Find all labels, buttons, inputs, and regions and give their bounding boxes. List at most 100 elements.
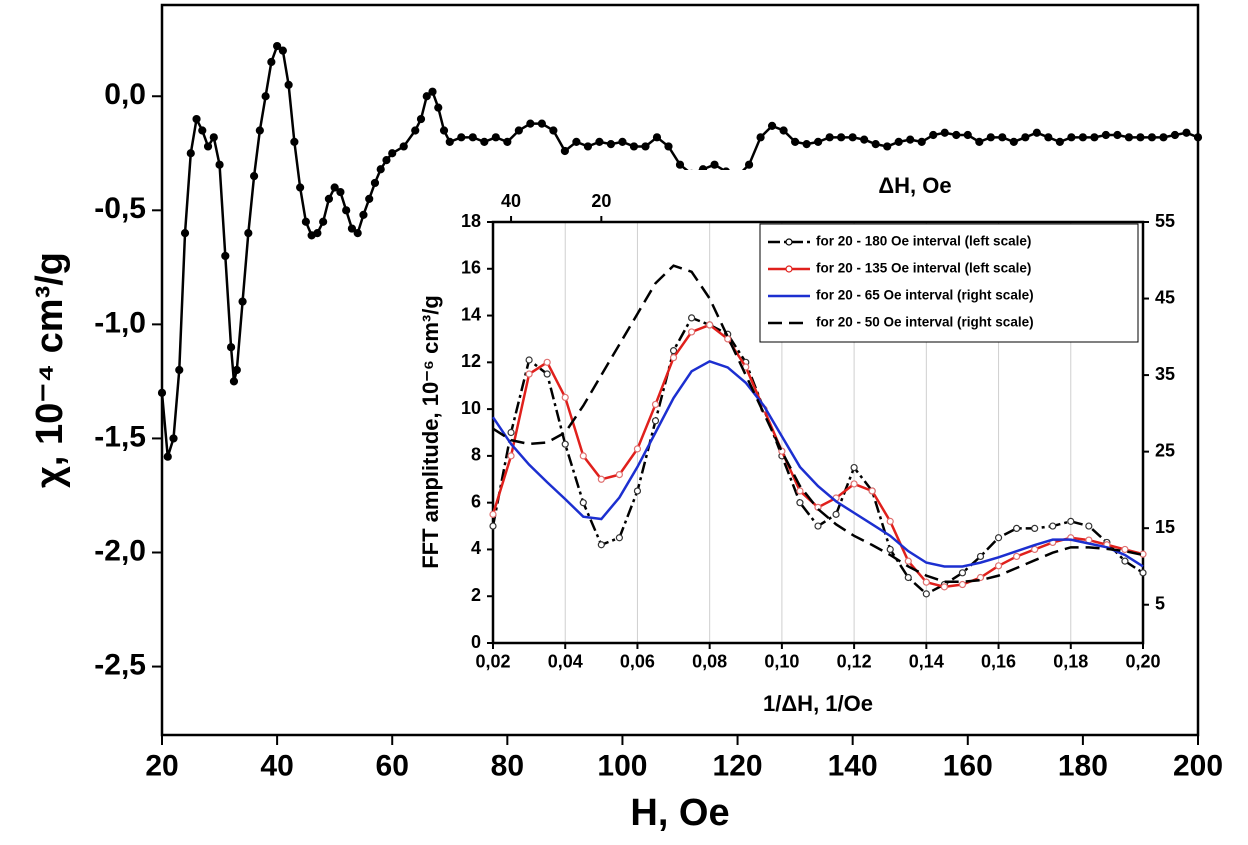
x-tick-label: 60 (376, 749, 409, 782)
data-point (850, 480, 858, 488)
data-point (439, 126, 449, 135)
x-tick-label: 120 (713, 749, 763, 782)
x-axis-label: H, Oe (630, 792, 729, 834)
data-point (633, 445, 642, 453)
data-point (651, 400, 660, 409)
data-point (468, 133, 477, 142)
data-point (860, 135, 869, 144)
data-point (669, 347, 678, 355)
data-point (480, 137, 489, 146)
data-point (633, 487, 642, 495)
legend-label: for 20 - 135 Oe interval (left scale) (816, 261, 1031, 276)
x-tick-label: 200 (1173, 749, 1223, 782)
data-point (215, 160, 224, 169)
y-tick-label: 10 (461, 398, 481, 418)
data-point (664, 142, 673, 151)
data-point (353, 229, 362, 238)
plot-frame (160, 3, 1200, 737)
data-point (514, 126, 523, 135)
data-point (917, 137, 926, 146)
data-point (641, 142, 650, 151)
data-point (255, 126, 264, 135)
x-tick-label: 160 (943, 749, 993, 782)
data-point (583, 142, 593, 151)
y-tick-label: 0,0 (104, 78, 146, 111)
y-tick-label: 18 (461, 211, 481, 231)
data-point (652, 133, 662, 142)
data-point (376, 165, 385, 174)
legend-label: for 20 - 180 Oe interval (left scale) (816, 234, 1031, 249)
data-point (503, 137, 512, 146)
data-point (688, 314, 696, 322)
y2-tick-label: 35 (1155, 364, 1175, 384)
data-point (756, 133, 765, 142)
data-point (319, 217, 328, 226)
data-point (422, 92, 431, 101)
data-point (767, 121, 777, 131)
data-point (922, 578, 930, 586)
data-point (543, 370, 551, 378)
data-point (434, 103, 443, 112)
data-point (814, 522, 822, 530)
data-point (618, 137, 627, 146)
data-point (688, 328, 696, 336)
data-point (411, 126, 420, 135)
data-point (382, 156, 391, 165)
y2-tick-label: 5 (1155, 593, 1165, 613)
y-tick-label: -1,5 (94, 420, 146, 453)
data-point (958, 580, 967, 589)
data-point (157, 388, 167, 397)
data-point (1044, 133, 1053, 142)
y2-tick-label: 55 (1155, 211, 1175, 231)
data-point (416, 114, 426, 124)
data-point (347, 224, 357, 233)
legend-marker (785, 238, 793, 246)
data-point (1136, 133, 1145, 142)
y2-tick-label: 15 (1155, 517, 1175, 537)
data-point (428, 87, 437, 96)
data-point (180, 229, 190, 238)
data-point (336, 187, 345, 197)
data-point (848, 133, 857, 142)
data-point (904, 573, 912, 582)
y-tick-label: 4 (471, 538, 481, 558)
data-point (940, 583, 948, 591)
y-tick-label: -2,0 (94, 534, 146, 567)
data-point (1182, 128, 1191, 137)
data-point (572, 137, 581, 146)
data-point (791, 137, 800, 146)
data-point (651, 417, 660, 425)
data-point (561, 393, 569, 402)
x-tick-label: 20 (145, 749, 178, 782)
data-point (963, 130, 972, 140)
x-tick-label: 0,06 (620, 651, 655, 671)
y-axis-label: χ, 10⁻⁴ cm³/g (29, 252, 71, 488)
data-point (324, 194, 334, 204)
data-point (1090, 133, 1099, 142)
data-point (1067, 517, 1075, 525)
data-point (629, 142, 639, 151)
data-point (802, 140, 811, 149)
data-point (1013, 552, 1021, 561)
x-tick-label: 0,02 (475, 651, 510, 671)
x-tick-label: 40 (260, 749, 293, 782)
data-point (904, 557, 912, 565)
plot-frame (491, 220, 1145, 645)
data-point (579, 499, 587, 507)
data-point (724, 335, 732, 343)
data-point (169, 434, 178, 443)
data-point (249, 171, 259, 181)
y-tick-label: 14 (461, 304, 481, 324)
data-point (526, 119, 535, 128)
data-point (489, 522, 497, 530)
data-point (825, 133, 834, 142)
y-tick-label: -1,0 (94, 306, 146, 339)
y-tick-label: 6 (471, 491, 481, 511)
data-point (779, 126, 788, 135)
data-point (507, 428, 515, 437)
y-axis-label: FFT amplitude, 10⁻⁶ cm³/g (418, 295, 443, 569)
x2-tick-label: 40 (501, 191, 521, 211)
data-point (209, 133, 218, 142)
x2-axis-label: ΔH, Oe (878, 173, 951, 198)
